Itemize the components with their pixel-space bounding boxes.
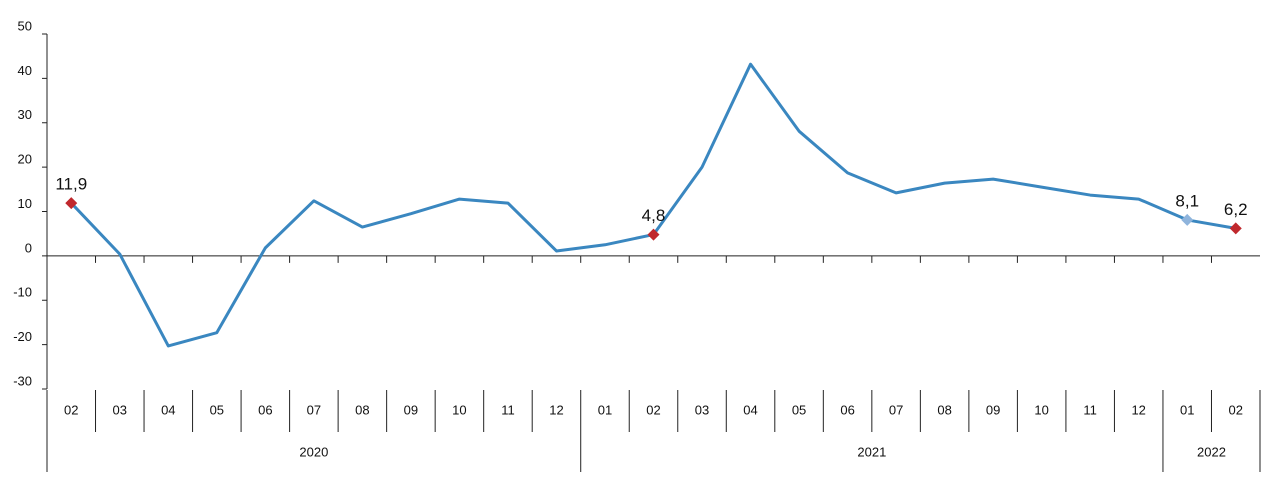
- group-label: 2022: [1197, 444, 1226, 459]
- x-tick-label: 02: [64, 402, 78, 417]
- data-label: 8,1: [1175, 191, 1199, 210]
- y-tick-label: 10: [18, 196, 32, 211]
- y-tick-label: 40: [18, 63, 32, 78]
- x-tick-label: 11: [1083, 402, 1097, 417]
- x-tick-label: 06: [258, 402, 272, 417]
- x-tick-label: 07: [889, 402, 903, 417]
- x-tick-label: 08: [937, 402, 951, 417]
- marker: [1181, 213, 1194, 226]
- x-tick-label: 05: [792, 402, 806, 417]
- x-tick-label: 04: [743, 402, 757, 417]
- y-tick-label: 20: [18, 152, 32, 167]
- marker: [647, 228, 660, 241]
- x-tick-label: 02: [1229, 402, 1243, 417]
- x-tick-label: 03: [113, 402, 127, 417]
- x-tick-label: 02: [646, 402, 660, 417]
- x-tick-label: 12: [1131, 402, 1145, 417]
- x-tick-label: 10: [1034, 402, 1048, 417]
- y-tick-label: 50: [18, 18, 32, 33]
- y-tick-label: 30: [18, 107, 32, 122]
- y-tick-label: 0: [25, 240, 32, 255]
- data-label: 6,2: [1224, 200, 1248, 219]
- data-label: 4,8: [642, 206, 666, 225]
- x-tick-label: 06: [840, 402, 854, 417]
- x-tick-label: 08: [355, 402, 369, 417]
- marker: [1229, 222, 1242, 235]
- x-tick-label: 07: [307, 402, 321, 417]
- group-label: 2020: [299, 444, 328, 459]
- x-tick-label: 01: [1180, 402, 1194, 417]
- x-tick-label: 05: [210, 402, 224, 417]
- x-tick-label: 04: [161, 402, 175, 417]
- group-label: 2021: [857, 444, 886, 459]
- x-tick-label: 10: [452, 402, 466, 417]
- x-tick-label: 01: [598, 402, 612, 417]
- x-tick-label: 12: [549, 402, 563, 417]
- x-tick-label: 03: [695, 402, 709, 417]
- x-tick-label: 09: [404, 402, 418, 417]
- y-tick-label: -10: [13, 285, 32, 300]
- y-tick-label: -20: [13, 329, 32, 344]
- data-label: 11,9: [55, 175, 87, 194]
- x-tick-label: 11: [501, 402, 515, 417]
- y-tick-label: -30: [13, 373, 32, 388]
- marker: [65, 197, 78, 210]
- x-tick-label: 09: [986, 402, 1000, 417]
